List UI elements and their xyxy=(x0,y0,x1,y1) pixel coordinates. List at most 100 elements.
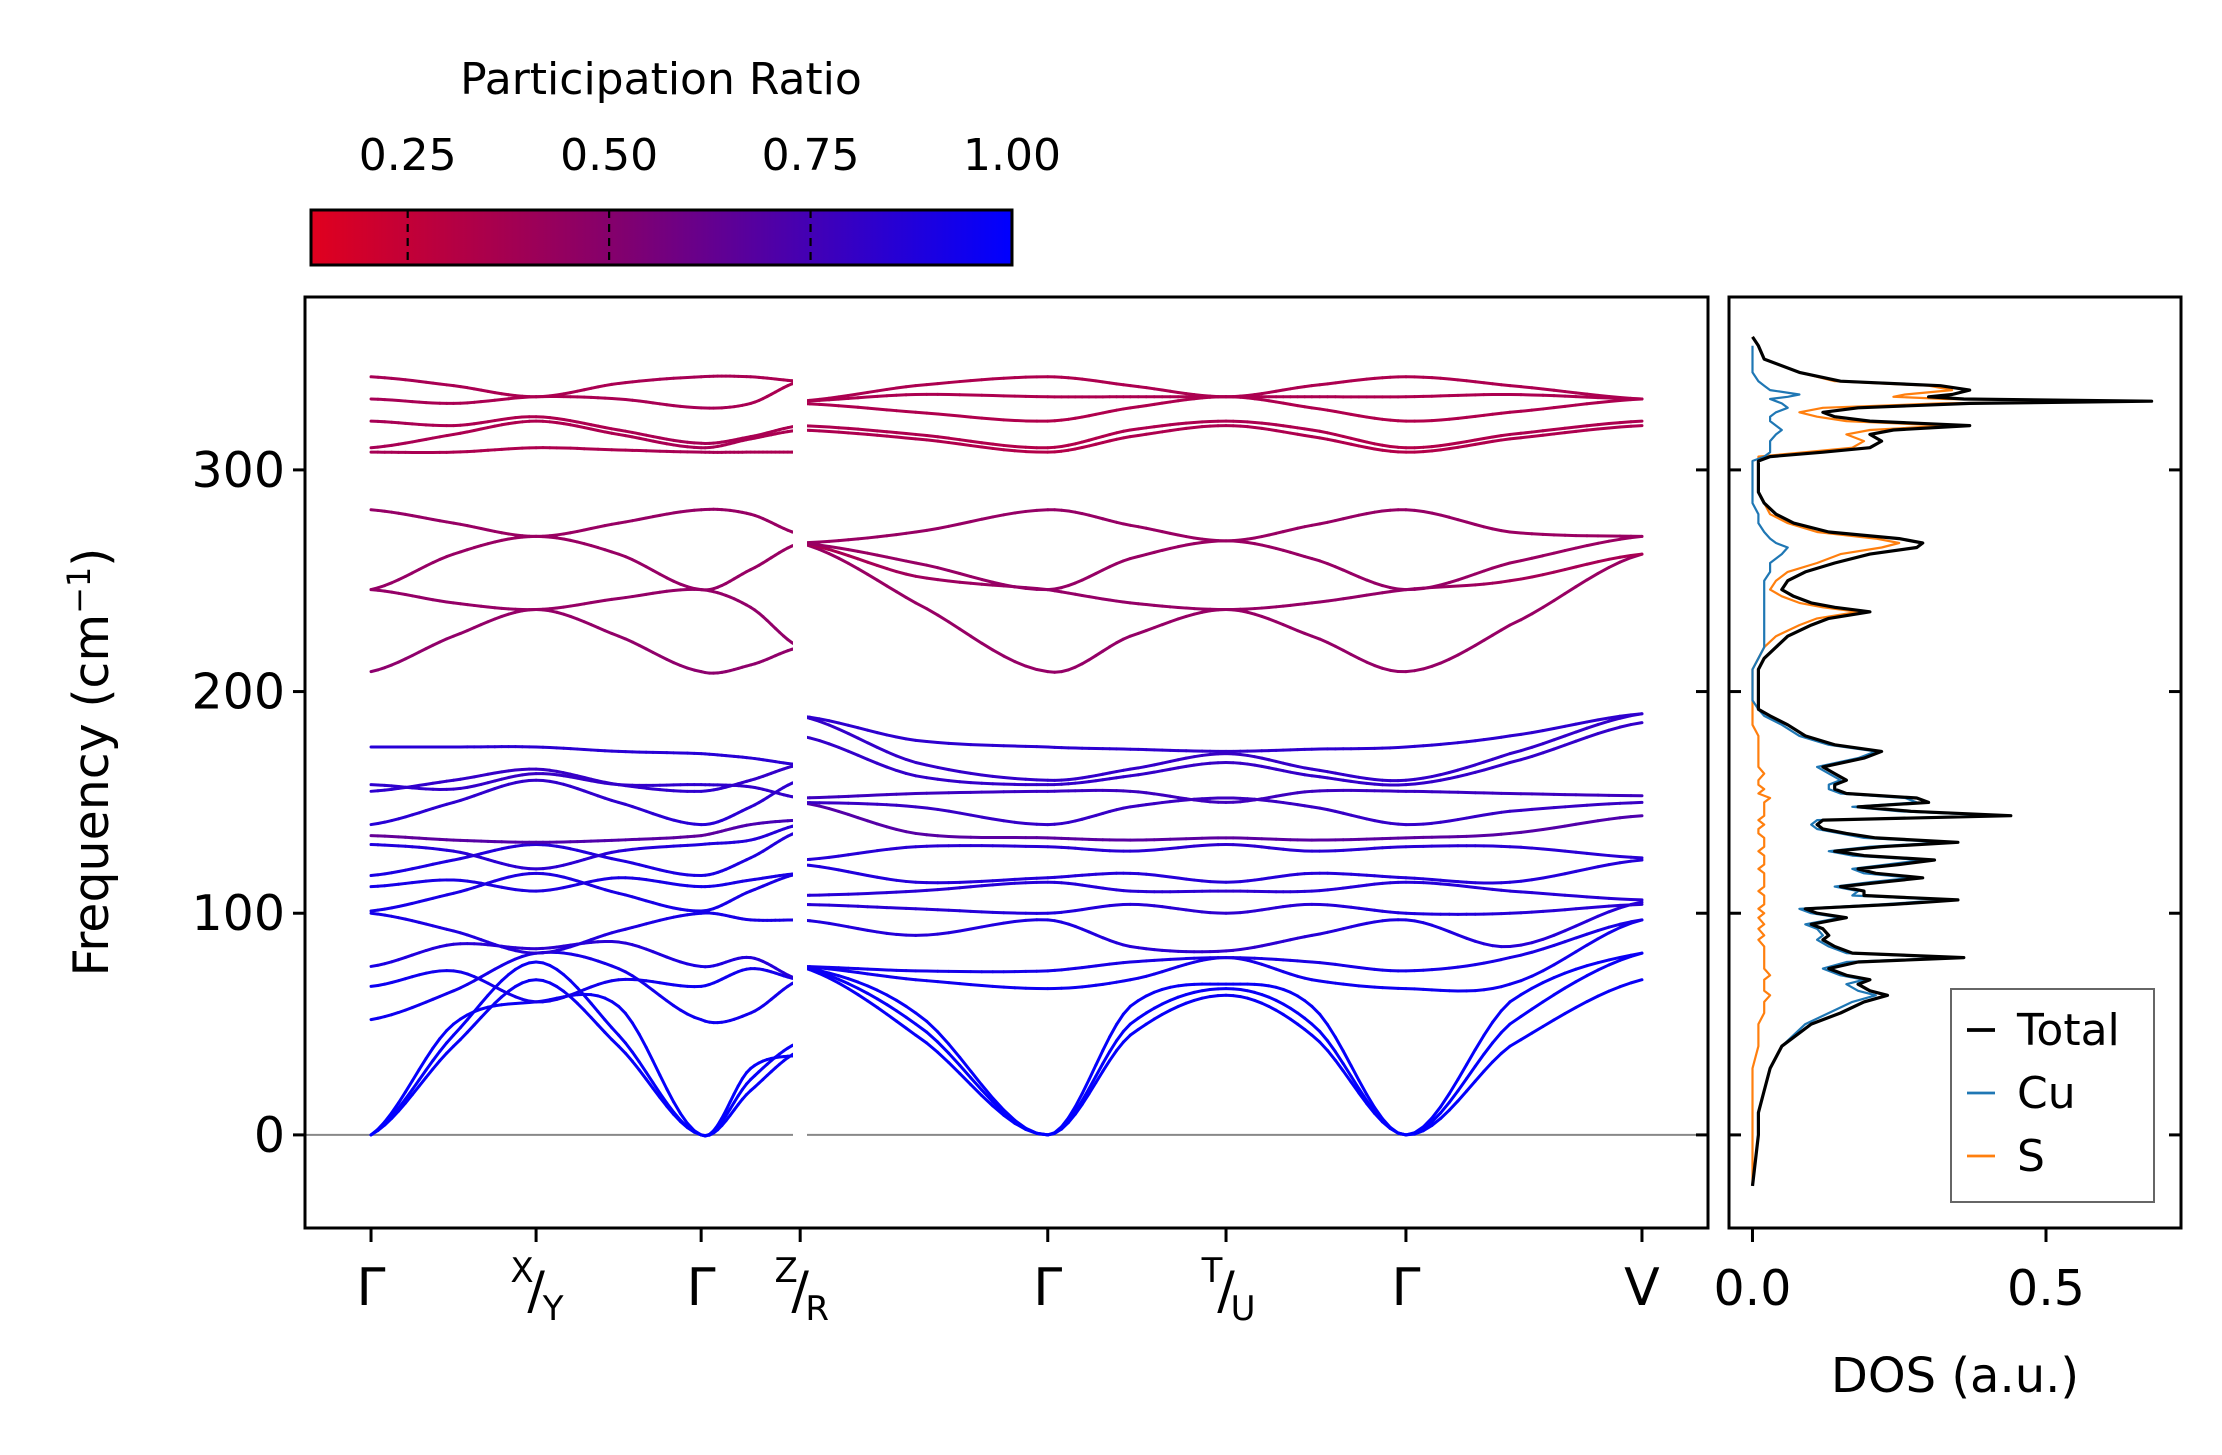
band-segment xyxy=(925,576,940,582)
band-segment xyxy=(936,578,951,583)
band-segment xyxy=(685,1121,696,1133)
band-segment xyxy=(1465,1079,1477,1093)
band-segment xyxy=(1508,559,1523,565)
band-segment xyxy=(914,383,929,388)
band-segment xyxy=(589,1001,600,1014)
band-segment xyxy=(1002,881,1017,886)
band-segment xyxy=(817,804,831,811)
band-segment xyxy=(1541,826,1556,832)
band-segment xyxy=(1144,1017,1156,1026)
band-segment xyxy=(875,745,889,754)
band-segment xyxy=(885,567,898,574)
band-segment xyxy=(991,1104,1006,1117)
band-segment xyxy=(1144,1006,1156,1015)
band-segment xyxy=(1035,1131,1050,1137)
band-segment xyxy=(827,866,841,872)
band-segment xyxy=(827,971,841,978)
band-segment xyxy=(925,932,940,937)
band-segment xyxy=(1087,1063,1098,1082)
band-segment xyxy=(856,927,870,932)
band-segment xyxy=(1136,1022,1148,1031)
band-segment xyxy=(947,809,962,815)
band-segment xyxy=(817,543,831,548)
y-tick-label: 200 xyxy=(191,664,285,721)
band-segment xyxy=(894,998,908,1008)
band-segment xyxy=(1585,929,1600,936)
band-segment xyxy=(875,394,889,398)
band-segment xyxy=(837,556,850,565)
band-segment xyxy=(1365,1092,1377,1109)
band-segment xyxy=(947,436,962,442)
band-segment xyxy=(875,847,889,853)
band-segment xyxy=(827,723,841,731)
band-segment xyxy=(623,1041,634,1054)
band xyxy=(369,818,802,844)
band-segment xyxy=(866,560,879,567)
band-segment xyxy=(438,1029,449,1041)
band-segment xyxy=(1607,398,1622,403)
band-segment xyxy=(1596,539,1611,545)
band-segment xyxy=(1136,994,1148,1003)
band-segment xyxy=(1541,847,1556,852)
band-segment xyxy=(390,1101,401,1115)
band-segment xyxy=(1530,937,1545,945)
band-segment xyxy=(936,435,951,440)
band-segment xyxy=(1373,1105,1384,1121)
band-segment xyxy=(947,768,962,774)
band-segment xyxy=(936,1030,951,1046)
band-segment xyxy=(1574,906,1589,911)
band-segment xyxy=(969,634,984,645)
band-segment xyxy=(958,442,973,448)
band xyxy=(798,541,1644,674)
band-segment xyxy=(904,530,918,535)
band-segment xyxy=(390,1106,401,1118)
band-segment xyxy=(1530,729,1545,735)
band-segment xyxy=(1519,807,1534,812)
band-segment xyxy=(837,809,850,816)
q-path-ticks: Γ X/Y Γ Z/R Γ T/U Γ V xyxy=(357,1228,1660,1329)
band-segment xyxy=(894,1009,908,1019)
band-segment xyxy=(623,1051,634,1063)
dos-x-tick-label: 0.0 xyxy=(1714,1260,1792,1317)
band xyxy=(369,587,802,649)
band-segment xyxy=(1585,401,1600,406)
legend-box xyxy=(1950,988,2155,1203)
band-segment xyxy=(1607,903,1622,908)
band-segment xyxy=(856,557,870,564)
band-segment xyxy=(568,995,579,1005)
band-segment xyxy=(1585,732,1600,739)
band-segment xyxy=(969,444,984,449)
band xyxy=(798,712,1644,753)
band-segment xyxy=(1607,816,1622,821)
band-segment xyxy=(914,528,929,534)
band-segment xyxy=(991,417,1006,422)
band-segment xyxy=(1563,936,1578,944)
band-segment xyxy=(837,968,850,973)
band-segment xyxy=(403,1079,414,1094)
band-segment xyxy=(837,393,850,399)
band-segment xyxy=(1094,1062,1105,1078)
band-segment xyxy=(431,1049,442,1063)
band-segment xyxy=(1574,943,1589,954)
band-segment xyxy=(980,1094,995,1108)
band-segment xyxy=(875,407,889,412)
band-segment xyxy=(866,873,879,879)
band-segment xyxy=(1508,409,1523,414)
band-segment xyxy=(500,973,511,983)
band-segment xyxy=(875,997,889,1007)
band-segment xyxy=(410,1084,421,1097)
band-segment xyxy=(1002,376,1017,380)
band-segment xyxy=(1618,903,1633,907)
band-segment xyxy=(1607,560,1622,569)
band-segment xyxy=(969,771,984,777)
band-segment xyxy=(1596,716,1611,722)
band-segment xyxy=(1574,850,1589,855)
band-segment xyxy=(1002,985,1017,990)
band-segment xyxy=(1482,757,1495,764)
band-segment xyxy=(1607,958,1622,967)
band-segment xyxy=(925,438,940,443)
dos-x-ticks: 0.0 0.5 xyxy=(1714,1228,2085,1317)
band-segment xyxy=(875,875,889,881)
band-segment xyxy=(403,1088,414,1101)
band-segment xyxy=(1519,408,1534,413)
